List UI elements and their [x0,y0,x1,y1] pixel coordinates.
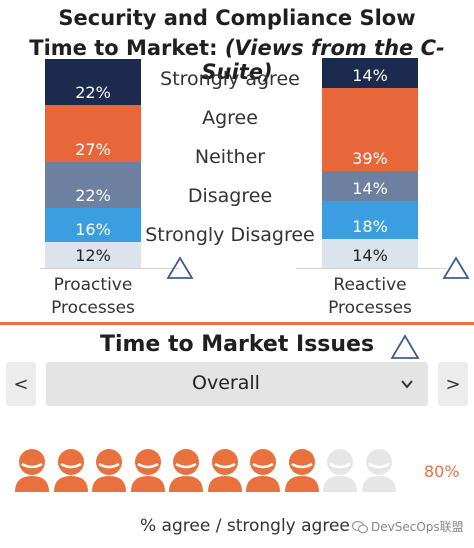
person-filled-icon [169,449,203,492]
reactive-segment-disagree: 18% [322,201,418,239]
chart-title-subtitle: (Views from the C-Suite) [201,36,445,84]
previous-button[interactable]: < [6,362,36,406]
chevron-down-icon [401,380,413,389]
reactive-segment-label: 18% [352,217,388,236]
issues-category-value: Overall [192,372,260,394]
proactive-segment-disagree: 16% [45,208,141,242]
proactive-label-line2: Processes [51,298,135,318]
proactive-bar: 22% 27% 22% 16% 12% [45,59,141,268]
agree-percent: 80% [424,462,460,481]
reactive-segment-neither: 14% [322,171,418,201]
proactive-segment-label: 16% [75,220,111,239]
reactive-label-line1: Reactive [333,275,407,295]
legend-disagree: Disagree [187,185,273,207]
person-filled-icon [207,449,242,492]
next-button[interactable]: > [438,362,468,406]
chevron-left-icon: < [13,373,29,395]
person-empty-icon [323,449,357,492]
legend-neither: Neither [194,146,266,168]
legend-strongly-agree: Strongly agree [160,68,300,90]
reactive-segment-strongly-agree: 14% [322,58,418,88]
proactive-segment-label: 22% [75,186,111,205]
section-divider [0,322,474,325]
person-filled-icon [15,449,49,492]
proactive-segment-label: 12% [75,246,111,265]
proactive-segment-label: 27% [75,140,111,159]
proactive-baseline [40,268,180,269]
agree-pictograph [14,448,414,496]
chart-title-line1: Security and Compliance Slow [58,6,416,30]
reactive-label-line2: Processes [328,298,412,318]
reactive-baseline [296,268,446,269]
person-filled-icon [246,449,280,492]
issues-category-select[interactable]: Overall [46,362,428,406]
person-filled-icon [284,449,319,492]
issues-title: Time to Market Issues [99,332,375,357]
pictograph-caption: % agree / strongly agree [140,516,350,536]
watermark-text: DevSecOps联盟 [371,520,464,534]
wechat-icon [352,520,368,533]
proactive-segment-agree: 27% [45,105,141,162]
chart-title-prefix: Time to Market: [29,36,225,60]
reactive-segment-label: 14% [352,179,388,198]
reactive-segment-label: 14% [352,66,388,85]
legend-agree: Agree [202,107,258,129]
watermark: DevSecOps联盟 [352,518,464,535]
chevron-right-icon: > [445,373,461,395]
proactive-label: Proactive Processes [40,274,146,320]
legend-strongly-disagree: Strongly Disagree [145,224,315,246]
issues-expand-triangle-icon[interactable] [390,334,420,360]
reactive-expand-triangle-icon[interactable] [442,256,470,280]
reactive-label: Reactive Processes [318,274,422,320]
person-filled-icon [53,449,88,492]
proactive-expand-triangle-icon[interactable] [166,256,194,280]
proactive-label-line1: Proactive [53,275,133,295]
proactive-segment-strongly-agree: 22% [45,59,141,105]
reactive-segment-label: 39% [352,149,388,168]
reactive-segment-label: 14% [352,246,388,265]
reactive-segment-strongly-disagree: 14% [322,239,418,268]
chart-title-line2: Time to Market: (Views from the C-Suite) [0,36,474,84]
reactive-bar: 14% 39% 14% 18% 14% [322,58,418,268]
person-filled-icon [92,449,126,492]
reactive-segment-agree: 39% [322,88,418,171]
person-empty-icon [361,449,396,492]
person-filled-icon [130,449,165,492]
proactive-segment-label: 22% [75,83,111,102]
proactive-segment-neither: 22% [45,162,141,208]
proactive-segment-strongly-disagree: 12% [45,242,141,268]
